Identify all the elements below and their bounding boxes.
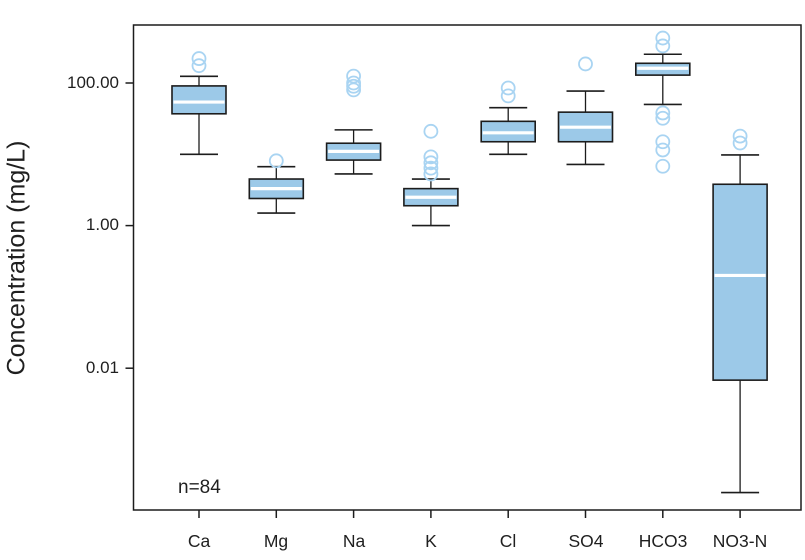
outlier-point-HCO3-1 bbox=[655, 38, 671, 54]
outlier-point-Na-2 bbox=[346, 75, 362, 91]
outlier-point-Cl-0 bbox=[500, 88, 516, 104]
x-tick-label-na: Na bbox=[342, 531, 366, 551]
plot-frame bbox=[132, 24, 802, 511]
box-NO3-N bbox=[712, 183, 768, 381]
y-tick-label-0-01: 0.01 bbox=[85, 358, 119, 377]
outlier-point-SO4-0 bbox=[578, 56, 593, 72]
outlier-point-K-2 bbox=[423, 155, 439, 171]
outlier-point-HCO3-5 bbox=[655, 142, 671, 158]
x-tick-label-k: K bbox=[425, 531, 437, 551]
outlier-point-K-1 bbox=[423, 160, 439, 176]
outlier-point-Mg-0 bbox=[268, 153, 284, 169]
outlier-point-K-0 bbox=[423, 166, 439, 182]
sample-size-annotation: n=84 bbox=[178, 477, 221, 498]
outlier-point-Ca-0 bbox=[191, 58, 207, 74]
outlier-point-Ca-1 bbox=[191, 51, 207, 66]
outlier-point-HCO3-2 bbox=[655, 105, 671, 121]
outlier-point-K-3 bbox=[423, 149, 439, 165]
outlier-point-HCO3-3 bbox=[655, 110, 671, 126]
outlier-point-K-4 bbox=[423, 123, 439, 139]
x-tick-label-hco3: HCO3 bbox=[638, 531, 688, 551]
y-tick-label-100: 100.00 bbox=[67, 73, 119, 92]
outlier-point-HCO3-0 bbox=[655, 30, 671, 46]
outlier-point-Cl-1 bbox=[500, 80, 516, 96]
x-tick-label-so4: SO4 bbox=[568, 531, 604, 551]
outlier-point-Na-3 bbox=[346, 68, 362, 84]
outlier-point-NO3-N-0 bbox=[732, 128, 748, 144]
outlier-point-NO3-N-1 bbox=[732, 135, 748, 151]
x-tick-label-cl: Cl bbox=[499, 531, 517, 551]
outlier-point-HCO3-6 bbox=[655, 158, 671, 174]
y-axis-title: Concentration (mg/L) bbox=[2, 140, 31, 376]
box-Ca bbox=[171, 85, 227, 115]
y-tick-label-1: 1.00 bbox=[85, 215, 119, 234]
x-tick-label-mg: Mg bbox=[263, 531, 289, 551]
x-tick-label-ca: Ca bbox=[187, 531, 211, 551]
x-tick-label-no3n: NO3-N bbox=[712, 531, 768, 551]
outlier-point-HCO3-4 bbox=[655, 134, 671, 150]
